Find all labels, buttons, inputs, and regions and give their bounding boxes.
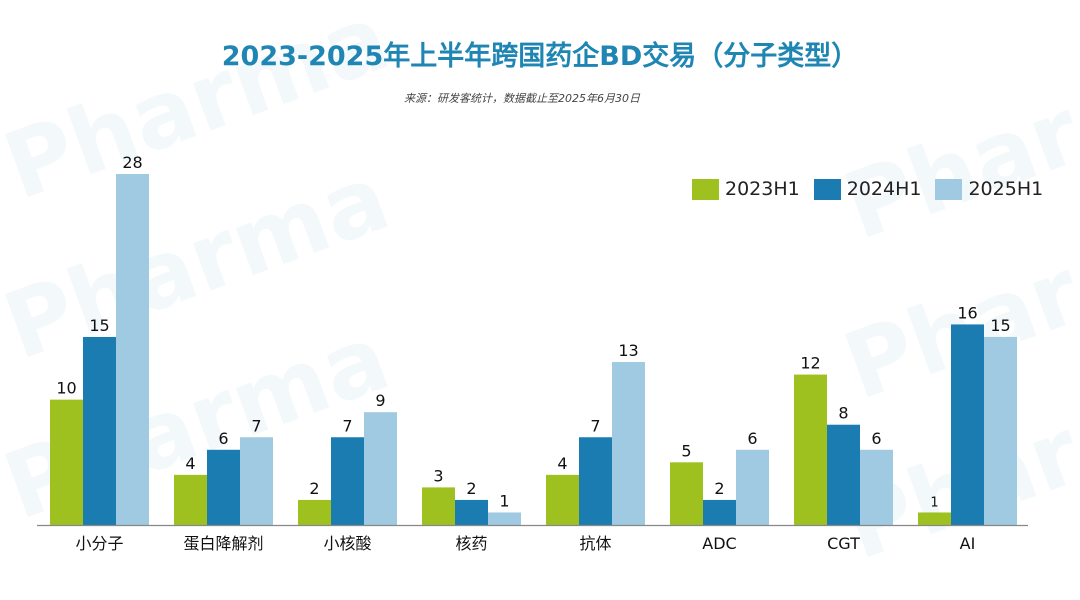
bar-2024h1-4	[579, 437, 612, 525]
bar-2023h1-4	[546, 474, 579, 525]
data-label: 1	[499, 491, 509, 510]
bar-2024h1-6	[827, 424, 860, 525]
legend: 2023H1 2024H1 2025H1	[692, 178, 1057, 200]
legend-item-2023h1: 2023H1	[692, 178, 800, 200]
data-label: 2	[309, 479, 319, 498]
legend-swatch-2023h1	[692, 178, 719, 200]
data-label: 5	[681, 441, 691, 460]
data-label: 13	[618, 341, 638, 360]
data-label: 4	[185, 454, 195, 473]
bar-2025h1-2	[364, 412, 397, 525]
data-label: 8	[838, 404, 848, 423]
data-label: 15	[990, 316, 1010, 335]
data-label: 12	[800, 354, 820, 373]
data-label: 4	[557, 454, 567, 473]
bar-2025h1-6	[860, 449, 893, 525]
data-label: 7	[342, 416, 352, 435]
data-label: 1	[930, 495, 938, 510]
x-tick-label: 小分子	[75, 534, 123, 553]
bar-2023h1-0	[50, 399, 83, 525]
legend-label-2025h1: 2025H1	[968, 178, 1044, 200]
bar-2023h1-2	[298, 499, 331, 525]
x-tick-label: 核药	[455, 534, 487, 553]
data-label: 2	[466, 479, 476, 498]
bar-2023h1-7	[918, 512, 951, 525]
bar-2024h1-2	[331, 437, 364, 525]
bar-2025h1-7	[984, 336, 1017, 525]
legend-swatch-2025h1	[935, 178, 963, 200]
bar-2025h1-3	[488, 512, 521, 525]
data-label: 7	[251, 416, 261, 435]
bar-2024h1-7	[951, 324, 984, 525]
data-label: 6	[218, 429, 228, 448]
bar-2024h1-0	[83, 336, 116, 525]
data-label: 9	[375, 391, 385, 410]
legend-label-2023h1: 2023H1	[725, 178, 800, 200]
data-label: 6	[747, 429, 757, 448]
data-label: 2	[714, 479, 724, 498]
x-tick-label: 抗体	[579, 534, 611, 553]
legend-item-2024h1: 2024H1	[813, 178, 922, 200]
bar-2025h1-0	[116, 174, 149, 525]
bar-2024h1-5	[703, 499, 736, 525]
chart-source-note: 来源：研发客统计，数据截止至2025年6月30日	[404, 92, 640, 105]
chart-title: 2023-2025年上半年跨国药企BD交易（分子类型）	[221, 41, 859, 72]
data-label: 3	[433, 466, 443, 485]
bar-2025h1-5	[736, 449, 769, 525]
bar-2023h1-5	[670, 462, 703, 525]
bar-2024h1-3	[455, 499, 488, 525]
data-label: 7	[590, 416, 600, 435]
bar-2025h1-4	[612, 362, 645, 525]
data-label: 10	[56, 379, 76, 398]
x-tick-label: ADC	[702, 534, 736, 553]
bar-2023h1-6	[794, 374, 827, 525]
bar-2023h1-1	[174, 474, 207, 525]
bar-2025h1-1	[240, 437, 273, 525]
x-tick-label: 小核酸	[323, 534, 371, 553]
x-tick-label: AI	[960, 534, 976, 553]
data-label: 6	[871, 429, 881, 448]
data-label: 16	[957, 303, 977, 322]
bar-2024h1-1	[207, 449, 240, 525]
legend-item-2025h1: 2025H1	[935, 178, 1043, 200]
data-label: 15	[89, 316, 109, 335]
data-label: 28	[122, 153, 142, 172]
legend-swatch-2024h1	[813, 178, 841, 200]
x-tick-label: 蛋白降解剂	[183, 534, 263, 553]
legend-label-2024h1: 2024H1	[846, 178, 922, 200]
x-tick-label: CGT	[827, 534, 860, 553]
bar-2023h1-3	[422, 487, 455, 525]
